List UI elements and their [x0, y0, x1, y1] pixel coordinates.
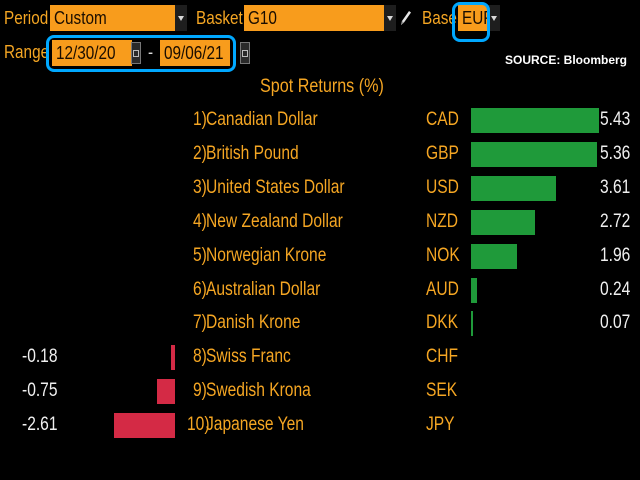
bar-negative	[114, 413, 175, 439]
bar-positive	[471, 243, 518, 269]
value-label: 3.61	[600, 176, 631, 198]
range-highlight	[46, 35, 236, 72]
currency-name: British Pound	[206, 142, 299, 164]
bar-negative	[170, 345, 175, 371]
range-start-value: 12/30/20	[56, 43, 116, 63]
row-rank: 8)	[193, 346, 207, 368]
base-select[interactable]: EUR	[458, 5, 500, 31]
row-rank: 6)	[193, 278, 207, 300]
row-rank: 5)	[193, 244, 207, 266]
currency-code: USD	[426, 176, 459, 198]
row-rank: 3)	[193, 176, 207, 198]
chevron-down-icon[interactable]	[175, 5, 187, 31]
currency-code: NOK	[426, 244, 460, 266]
calendar-icon[interactable]	[131, 42, 141, 64]
base-label: Base	[422, 8, 457, 28]
range-label: Range	[4, 42, 50, 62]
currency-code: NZD	[426, 210, 459, 232]
row-rank: 4)	[193, 210, 207, 232]
value-label: 2.72	[600, 210, 631, 232]
value-label: 0.07	[600, 312, 631, 334]
bar-positive	[471, 209, 536, 235]
bar-positive	[471, 311, 473, 337]
value-label: 5.43	[600, 109, 631, 130]
row-rank: 7)	[193, 312, 207, 334]
base-highlight	[452, 2, 490, 42]
currency-name: Japanese Yen	[206, 414, 304, 436]
basket-label: Basket	[196, 8, 243, 28]
bar-positive	[471, 141, 598, 167]
currency-name: United States Dollar	[206, 176, 345, 198]
row-rank: 1)	[193, 109, 207, 130]
currency-code: SEK	[426, 380, 458, 402]
value-label: -0.18	[22, 346, 58, 368]
basket-select[interactable]: G10	[244, 5, 396, 31]
currency-code: JPY	[426, 414, 455, 436]
bar-negative	[157, 379, 175, 405]
chevron-down-icon[interactable]	[488, 5, 500, 31]
currency-name: Canadian Dollar	[206, 109, 318, 130]
value-label: 5.36	[600, 142, 631, 164]
currency-name: Danish Krone	[206, 312, 301, 334]
calendar-icon[interactable]	[240, 42, 250, 64]
bar-positive	[471, 175, 557, 201]
value-label: -0.75	[22, 380, 58, 402]
row-rank: 10)	[187, 414, 210, 436]
period-label: Period	[4, 8, 49, 28]
currency-name: Swedish Krona	[206, 380, 311, 402]
row-rank: 2)	[193, 142, 207, 164]
value-label: 1.96	[600, 244, 631, 266]
currency-name: Norwegian Krone	[206, 244, 327, 266]
value-label: -2.61	[22, 414, 58, 436]
currency-code: CAD	[426, 109, 459, 130]
period-select[interactable]: Custom	[50, 5, 187, 31]
currency-code: DKK	[426, 312, 459, 334]
pencil-icon[interactable]	[398, 9, 412, 27]
bar-positive	[471, 108, 599, 133]
currency-code: GBP	[426, 142, 459, 164]
currency-code: AUD	[426, 278, 459, 300]
range-end-value: 09/06/21	[164, 43, 224, 63]
period-value: Custom	[54, 8, 107, 28]
chevron-down-icon[interactable]	[384, 5, 396, 31]
range-separator: -	[148, 42, 154, 62]
bar-positive	[471, 277, 477, 303]
base-value: EUR	[462, 8, 495, 28]
chart-title: Spot Returns (%)	[260, 76, 384, 97]
currency-name: New Zealand Dollar	[206, 210, 343, 232]
currency-name: Australian Dollar	[206, 278, 321, 300]
value-label: 0.24	[600, 278, 631, 300]
currency-code: CHF	[426, 346, 459, 368]
basket-value: G10	[248, 8, 277, 28]
row-rank: 9)	[193, 380, 207, 402]
source-note: SOURCE: Bloomberg	[505, 53, 628, 67]
range-end-input[interactable]: 09/06/21	[160, 40, 230, 66]
range-start-input[interactable]: 12/30/20	[52, 40, 132, 66]
currency-name: Swiss Franc	[206, 346, 291, 368]
